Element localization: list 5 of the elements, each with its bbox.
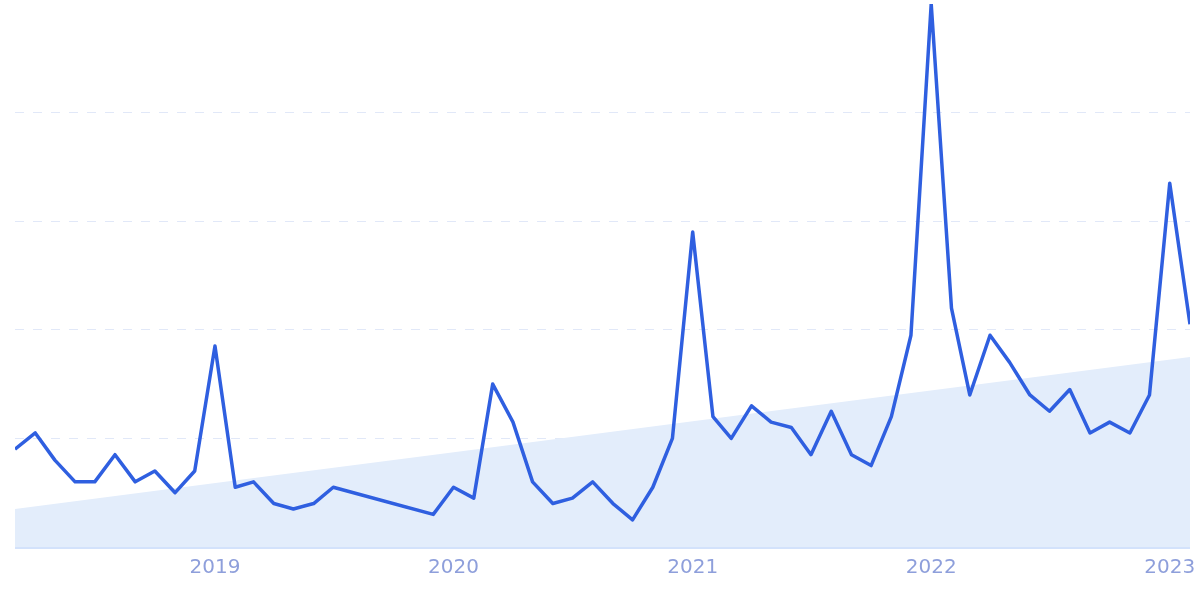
x-tick-label: 2021 bbox=[667, 553, 719, 578]
x-tick-label: 2020 bbox=[428, 553, 479, 578]
x-tick-label: 2022 bbox=[905, 553, 957, 578]
x-tick-label: 2019 bbox=[189, 553, 241, 578]
x-tick-label: 2023 bbox=[1144, 553, 1196, 578]
